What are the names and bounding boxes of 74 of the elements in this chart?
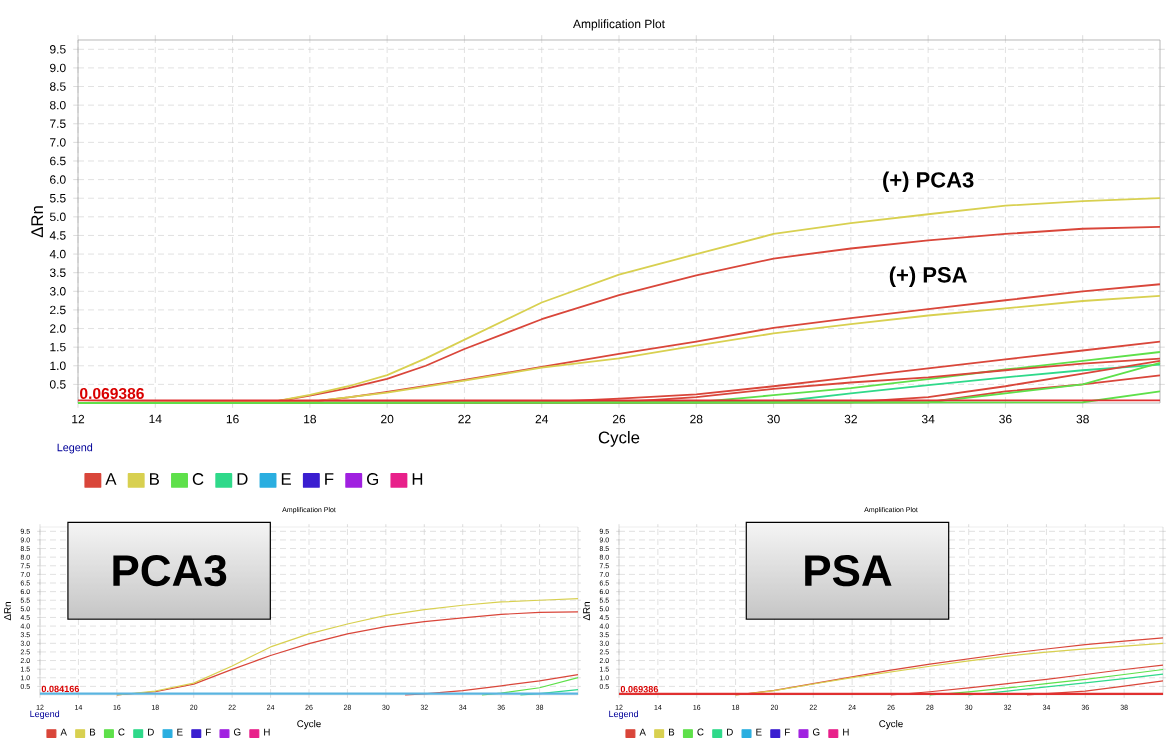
x-tick-label: 16 [226, 414, 239, 424]
legend-title: Legend [30, 710, 60, 719]
x-tick-label: 32 [844, 414, 857, 424]
legend-label: C [118, 728, 125, 736]
legend-label: D [727, 728, 733, 736]
legend-label: H [264, 728, 270, 736]
legend-label: C [697, 728, 704, 736]
x-tick-label: 30 [767, 414, 780, 424]
x-tick-label: 22 [458, 414, 471, 424]
y-tick-label: 1.0 [50, 361, 66, 371]
legend-label: F [785, 728, 790, 736]
legend-label: F [206, 728, 211, 736]
legend-label: E [177, 728, 183, 736]
y-tick-label: 2.5 [50, 305, 66, 315]
legend-label: C [192, 473, 204, 485]
legend-title: Legend [57, 443, 93, 454]
legend-label: B [669, 728, 675, 736]
y-axis-title: ΔRn [583, 602, 590, 621]
legend-label: E [756, 728, 762, 736]
y-tick-label: 5.0 [49, 212, 66, 222]
legend-title: Legend [609, 710, 638, 719]
x-tick-label: 24 [535, 414, 549, 424]
x-tick-label: 34 [921, 414, 935, 424]
x-tick-label: 12 [72, 414, 85, 424]
legend-label: B [150, 473, 159, 485]
legend-label: A [60, 728, 67, 736]
x-axis-title: Cycle [297, 720, 321, 730]
y-tick-label: 1.5 [50, 342, 66, 352]
y-axis-title: ΔRn [31, 206, 43, 238]
annotation: PSA [805, 555, 892, 587]
legend-label: F [325, 473, 334, 485]
x-tick-label: 38 [1076, 414, 1089, 424]
ref-line-label: 0.069386 [620, 685, 659, 693]
legend-label: D [237, 473, 248, 485]
y-tick-label: 5.5 [49, 194, 66, 203]
x-tick-label: 28 [690, 414, 703, 424]
legend-label: D [148, 728, 154, 736]
legend-label: A [639, 728, 646, 736]
y-tick-label: 3.5 [49, 268, 66, 277]
x-tick-label: 26 [612, 414, 626, 424]
legend-label: G [813, 728, 820, 736]
y-tick-label: 9.5 [50, 45, 66, 54]
legend-label: G [233, 728, 241, 736]
y-tick-label: 6.5 [50, 156, 66, 166]
legend-label: H [412, 473, 423, 485]
ref-line-label: 0.084166 [41, 685, 80, 693]
annotation: PCA3 [113, 555, 227, 587]
y-tick-label: 4.0 [49, 249, 66, 259]
y-tick-label: 8.0 [49, 100, 66, 110]
y-tick-label: 0.5 [49, 380, 66, 389]
chart-title: Amplification Plot [573, 19, 665, 31]
y-tick-label: 9.0 [50, 63, 66, 73]
legend-label: B [89, 728, 96, 736]
x-axis-title: Cycle [879, 720, 903, 730]
y-tick-label: 7.5 [50, 119, 66, 128]
legend-label: E [281, 473, 291, 485]
y-tick-label: 3.0 [49, 287, 66, 296]
y-tick-label: 2.0 [50, 324, 66, 333]
y-axis-title: ΔRn [4, 602, 11, 621]
y-tick-label: 6.0 [50, 175, 66, 184]
x-tick-label: 36 [999, 414, 1012, 424]
x-tick-label: 18 [304, 414, 317, 424]
y-tick-label: 7.0 [50, 138, 66, 147]
ref-line-label: 0.069386 [80, 387, 144, 400]
x-tick-label: 14 [149, 414, 162, 424]
x-tick-label: 20 [381, 414, 394, 424]
y-tick-label: 4.5 [49, 231, 66, 240]
annotation: (+) PSA [889, 266, 967, 287]
legend-label: H [843, 728, 849, 736]
legend-label: G [367, 473, 379, 485]
y-tick-label: 8.5 [49, 82, 66, 91]
x-axis-title: Cycle [598, 431, 640, 447]
annotation: (+) PCA3 [883, 171, 974, 193]
legend-label: A [105, 473, 117, 485]
